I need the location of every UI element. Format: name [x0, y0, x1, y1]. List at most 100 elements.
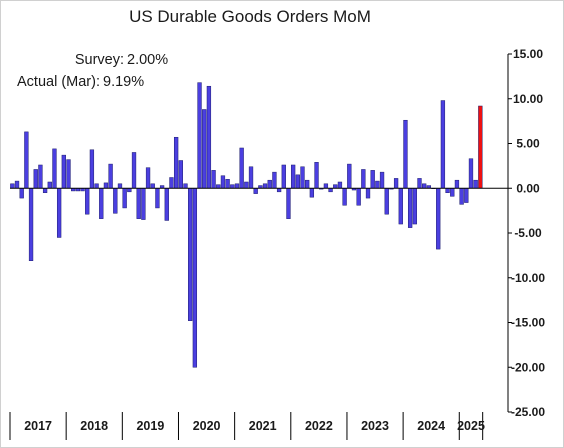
- bar: [206, 85, 212, 189]
- x-tick-label-year: 2017: [24, 419, 52, 433]
- bar: [422, 183, 427, 189]
- bar: [290, 164, 296, 189]
- bar: [286, 188, 291, 219]
- bar: [108, 163, 113, 189]
- y-tick-label: 5.00: [516, 137, 540, 151]
- bar: [450, 188, 455, 197]
- y-tick-label: 0.00: [516, 181, 540, 195]
- bar: [150, 183, 155, 189]
- bar: [145, 167, 151, 189]
- y-tick-label: -15.00: [511, 316, 545, 330]
- bar: [230, 184, 235, 189]
- x-tick-label-year: 2020: [193, 419, 221, 433]
- bar: [309, 188, 315, 198]
- y-tick-label: -5.00: [514, 226, 542, 240]
- bar: [407, 188, 413, 228]
- bar: [131, 152, 137, 189]
- bar: [85, 188, 90, 215]
- x-tick-label-year: 2019: [136, 419, 164, 433]
- y-tick-label: -25.00: [511, 405, 545, 419]
- bar: [38, 164, 43, 189]
- bar: [117, 183, 123, 189]
- chart-title: US Durable Goods Orders MoM: [129, 7, 371, 26]
- y-tick-label: -10.00: [511, 271, 545, 285]
- bar: [99, 188, 104, 219]
- bar: [239, 147, 244, 189]
- bar: [356, 188, 361, 206]
- bar: [393, 178, 399, 189]
- bar: [436, 188, 441, 250]
- x-tick-label-year: 2021: [249, 419, 277, 433]
- bar: [173, 136, 179, 189]
- bar: [192, 188, 198, 368]
- bar: [281, 164, 286, 189]
- bar: [267, 179, 272, 189]
- survey-label: Survey:: [75, 52, 124, 68]
- bar: [61, 154, 66, 189]
- bar: [52, 148, 57, 189]
- bar: [375, 180, 380, 189]
- bar: [417, 178, 422, 189]
- bar: [342, 188, 347, 206]
- bar: [56, 188, 62, 238]
- bar: [234, 183, 240, 189]
- bar: [19, 188, 24, 199]
- x-tick-label-year: 2024: [417, 419, 445, 433]
- bar: [347, 163, 352, 189]
- bar: [333, 184, 338, 189]
- bar: [33, 169, 38, 189]
- y-tick-label: 15.00: [513, 47, 543, 61]
- actual-value: 9.19%: [103, 74, 144, 90]
- bar: [113, 188, 118, 214]
- bar: [365, 188, 371, 199]
- bar: [454, 179, 460, 189]
- bar: [10, 183, 15, 189]
- bar: [183, 183, 188, 189]
- x-tick-label-year: 2018: [80, 419, 108, 433]
- bar: [89, 149, 95, 189]
- bar: [188, 188, 193, 321]
- bar: [468, 158, 474, 189]
- bar: [403, 119, 408, 189]
- bar: [197, 82, 202, 189]
- bar: [244, 181, 249, 189]
- actual-label: Actual (Mar):: [17, 74, 100, 90]
- y-axis-ticks: 15.00 10.00 5.00 0.00 -5.00 -10.00 -15.00 -20.0…: [508, 47, 545, 419]
- bar: [384, 188, 389, 215]
- bar: [42, 188, 48, 193]
- bar: [216, 184, 221, 189]
- bar: [459, 188, 464, 205]
- bar: [314, 162, 319, 189]
- x-axis-years: 2017 2018 2019 2020 2021 2022 2023 2024 2025: [9, 412, 485, 440]
- bar-latest: [478, 105, 483, 189]
- bar: [211, 170, 216, 189]
- bar: [398, 188, 403, 225]
- y-tick-label: -20.00: [511, 360, 545, 374]
- bar: [155, 188, 160, 209]
- bar: [220, 175, 226, 189]
- bar: [305, 179, 310, 189]
- bar: [379, 171, 385, 189]
- bar: [24, 131, 29, 189]
- bar: [262, 183, 268, 189]
- bar: [28, 188, 34, 261]
- bar: [103, 182, 109, 189]
- bar: [328, 188, 333, 193]
- bar: [253, 188, 258, 194]
- bar: [94, 183, 99, 189]
- x-tick-label-year: 2022: [305, 419, 333, 433]
- bar: [248, 166, 254, 189]
- bar: [361, 169, 366, 189]
- bar: [141, 188, 146, 220]
- y-tick-label: 10.00: [513, 92, 543, 106]
- bar: [300, 166, 305, 189]
- x-tick-label-year: 2025: [457, 419, 485, 433]
- bar: [323, 183, 329, 189]
- bar: [370, 170, 375, 189]
- bar-series: [10, 82, 483, 368]
- bar: [473, 179, 478, 189]
- bar: [66, 159, 71, 189]
- bar: [47, 181, 52, 189]
- bar: [412, 188, 417, 225]
